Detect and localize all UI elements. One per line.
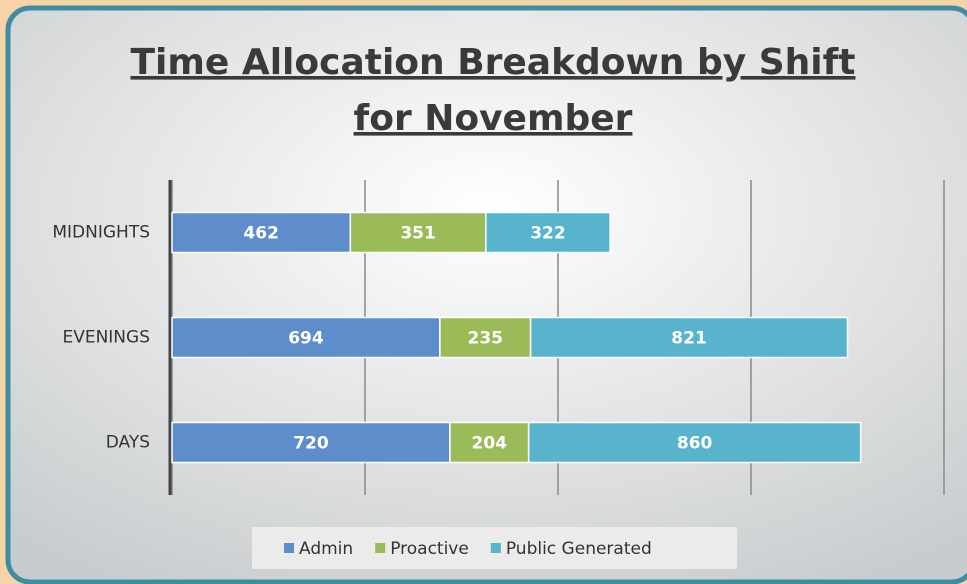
data-label: 694: [288, 329, 324, 349]
data-label: 720: [293, 434, 329, 454]
legend-swatch: [490, 543, 501, 553]
y-tick-label: DAYS: [106, 433, 150, 453]
data-label: 204: [472, 434, 508, 454]
y-tick-label: EVENINGS: [62, 328, 150, 348]
legend-label: Proactive: [390, 539, 469, 559]
data-label: 860: [677, 434, 713, 454]
data-label: 235: [467, 329, 503, 349]
y-tick-label: MIDNIGHTS: [52, 223, 150, 243]
legend-swatch: [375, 543, 386, 553]
legend-label: Admin: [299, 539, 353, 559]
data-label: 462: [243, 224, 279, 244]
bar-segment: [527, 421, 862, 464]
legend-label: Public Generated: [506, 539, 652, 559]
bar-segment: [485, 211, 611, 254]
bar-segment: [439, 316, 532, 359]
panel: [5, 5, 967, 584]
chart-title: Time Allocation Breakdown by Shift: [130, 42, 855, 83]
data-label: 322: [530, 224, 566, 244]
bar-segment: [529, 316, 849, 359]
bar-segment: [349, 211, 487, 254]
bar-segment: [171, 421, 451, 464]
legend-swatch: [284, 543, 294, 553]
data-label: 821: [671, 329, 707, 349]
bar-segment: [171, 316, 441, 359]
chart-title: for November: [354, 98, 633, 139]
data-label: 351: [400, 224, 436, 244]
